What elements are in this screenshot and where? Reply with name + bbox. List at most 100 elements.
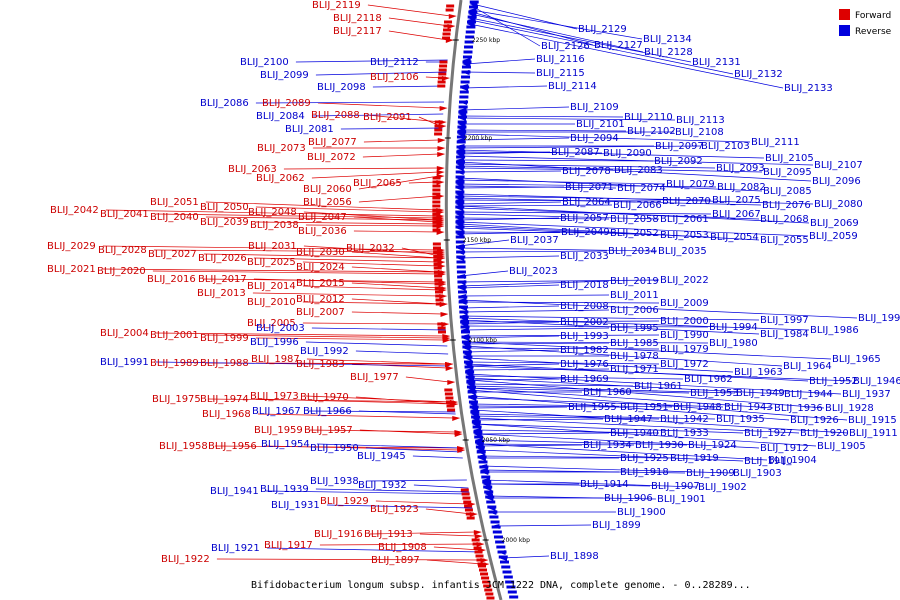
reverse-gene-label: BLIJ_2070 (662, 196, 711, 207)
reverse-gene-label: BLIJ_2079 (666, 179, 715, 190)
reverse-gene-label: BLIJ_1993 (560, 331, 609, 342)
forward-gene-label: BLIJ_1922 (161, 554, 210, 565)
forward-gene-glyph (447, 380, 456, 385)
reverse-connector (494, 524, 592, 527)
reverse-gene-glyph (456, 140, 466, 144)
forward-connector (375, 500, 470, 505)
reverse-gene-label: BLIJ_1919 (670, 453, 719, 464)
reverse-gene-label: BLIJ_2101 (576, 119, 625, 130)
forward-gene-label: BLIJ_2028 (98, 245, 147, 256)
connector-lines (102, 3, 858, 565)
forward-gene-glyph (437, 146, 446, 151)
tick-label: 2100 kbp (469, 337, 497, 344)
reverse-gene-label: BLIJ_2071 (565, 182, 614, 193)
reverse-gene-label: BLIJ_2019 (610, 276, 659, 287)
reverse-gene-glyph (459, 315, 469, 319)
reverse-gene-label: BLIJ_1900 (617, 507, 666, 518)
reverse-connector (476, 432, 610, 435)
reverse-connector (475, 423, 817, 447)
reverse-connector (468, 377, 784, 395)
reverse-gene-glyph (461, 75, 471, 79)
forward-connector (319, 543, 479, 546)
reverse-gene-label: BLIJ_1998 (858, 313, 900, 324)
forward-connector (207, 398, 452, 403)
reverse-connector (458, 217, 610, 220)
reverse-gene-label: BLIJ_1994 (709, 322, 758, 333)
forward-gene-label: BLIJ_2024 (296, 262, 345, 273)
reverse-connector (462, 305, 560, 309)
reverse-gene-glyph (458, 295, 468, 299)
forward-connector (358, 175, 439, 190)
reverse-gene-label: BLIJ_1945 (357, 451, 406, 462)
forward-gene-glyph (437, 322, 446, 326)
reverse-connector (459, 149, 765, 159)
forward-connector (359, 429, 457, 435)
reverse-gene-label: BLIJ_1909 (686, 468, 735, 479)
reverse-gene-label: BLIJ_2093 (716, 163, 765, 174)
reverse-connector (478, 443, 768, 461)
forward-gene-label: BLIJ_1977 (350, 372, 399, 383)
forward-gene-label: BLIJ_2065 (353, 178, 402, 189)
forward-gene-glyph (445, 8, 454, 12)
forward-gene-glyph (474, 534, 483, 539)
forward-gene-glyph (444, 388, 453, 392)
reverse-connector (458, 197, 762, 206)
reverse-connector (372, 85, 446, 88)
reverse-gene-label: BLIJ_1932 (358, 480, 407, 491)
reverse-gene-glyph (480, 470, 490, 474)
forward-gene-label: BLIJ_1958 (159, 441, 208, 452)
forward-connector (216, 558, 483, 561)
reverse-connector (479, 449, 744, 462)
reverse-connector (469, 379, 825, 409)
forward-gene-glyph (439, 106, 448, 111)
forward-gene-label: BLIJ_2039 (200, 217, 249, 228)
forward-connector (351, 251, 440, 259)
reverse-connector (315, 488, 470, 493)
forward-gene-glyph (484, 588, 493, 592)
reverse-gene-label: BLIJ_1986 (810, 325, 859, 336)
forward-connector (351, 311, 443, 315)
forward-gene-glyph (446, 4, 455, 8)
reverse-connector (468, 373, 842, 395)
forward-gene-label: BLIJ_2038 (250, 220, 299, 231)
reverse-gene-glyph (458, 105, 468, 109)
reverse-gene-label: BLIJ_2095 (763, 167, 812, 178)
reverse-gene-label: BLIJ_2097 (655, 141, 704, 152)
reverse-gene-label: BLIJ_1907 (651, 481, 700, 492)
reverse-connector (480, 455, 670, 459)
forward-connector (255, 221, 439, 225)
reverse-gene-label: BLIJ_2023 (509, 266, 558, 277)
reverse-connector (469, 383, 634, 387)
position-ticks: 2250 kbp 2200 kbp 2150 kbp 2100 kbp 2050 kbp… (443, 37, 530, 544)
reverse-connector (478, 443, 635, 446)
reverse-gene-label: BLIJ_2080 (814, 199, 863, 210)
reverse-gene-glyph (476, 450, 486, 454)
reverse-gene-label: BLIJ_2083 (614, 165, 663, 176)
reverse-connector (463, 327, 610, 331)
forward-gene-label: BLIJ_2091 (363, 112, 412, 123)
forward-gene-glyph (465, 512, 474, 516)
reverse-gene-glyph (458, 115, 468, 119)
reverse-gene-label: BLIJ_2034 (608, 246, 657, 257)
reverse-gene-glyph (493, 535, 503, 539)
forward-connector (351, 282, 441, 289)
reverse-connector (458, 227, 660, 236)
reverse-gene-glyph (460, 80, 470, 84)
forward-gene-label: BLIJ_1975 (152, 394, 201, 405)
forward-gene-label: BLIJ_1974 (200, 394, 249, 405)
reverse-gene-label: BLIJ_1962 (684, 374, 733, 385)
forward-gene-label: BLIJ_1983 (296, 359, 345, 370)
forward-connector (257, 413, 455, 419)
reverse-connector (458, 204, 613, 207)
forward-gene-glyph (435, 298, 444, 302)
forward-gene-glyph (448, 14, 457, 19)
reverse-gene-label: BLIJ_1939 (260, 484, 309, 495)
reverse-gene-glyph (474, 435, 484, 439)
forward-gene-glyph (442, 32, 451, 36)
reverse-connector (462, 319, 760, 335)
forward-gene-label: BLIJ_2025 (247, 257, 296, 268)
reverse-gene-glyph (488, 510, 498, 514)
reverse-gene-label: BLIJ_1936 (774, 403, 823, 414)
forward-gene-label: BLIJ_1913 (364, 529, 413, 540)
forward-gene-label: BLIJ_2032 (346, 243, 395, 254)
